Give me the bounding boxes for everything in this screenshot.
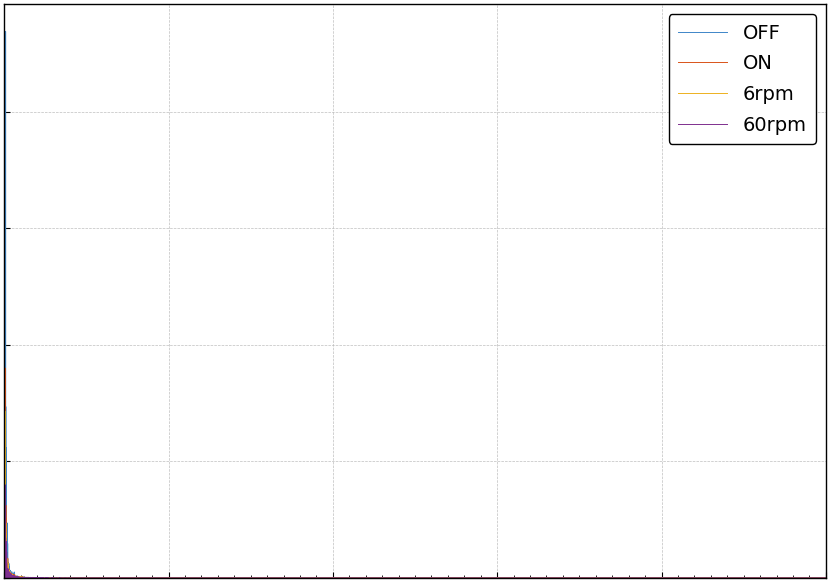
6rpm [821,574,830,581]
6rpm [67,574,77,581]
6rpm [56,574,66,581]
Line: ON: ON [5,368,826,578]
60rpm [106,574,116,581]
OFF [685,574,695,581]
OFF [56,574,66,581]
6rpm [685,574,695,581]
ON [701,574,711,581]
60rpm [769,574,779,581]
OFF [701,574,711,581]
6rpm [18,574,28,581]
Legend: OFF, ON, 6rpm, 60rpm: OFF, ON, 6rpm, 60rpm [668,14,816,144]
ON [18,574,28,581]
60rpm [56,574,66,581]
6rpm [0,408,10,415]
60rpm [67,574,77,581]
OFF [67,574,77,581]
6rpm [0,546,10,553]
6rpm [106,574,116,581]
ON [685,574,695,581]
6rpm [701,574,711,581]
60rpm [0,481,10,488]
Line: 60rpm: 60rpm [5,485,826,578]
6rpm [496,574,505,581]
OFF [106,574,116,581]
Line: 6rpm: 6rpm [5,411,826,578]
60rpm [0,566,10,573]
OFF [821,574,830,581]
60rpm [701,574,711,581]
60rpm [821,574,830,581]
ON [0,364,10,371]
60rpm [18,574,28,581]
OFF [18,574,28,581]
ON [106,574,116,581]
60rpm [685,574,695,581]
Line: OFF: OFF [5,31,826,578]
OFF [1,28,11,35]
OFF [0,501,10,508]
ON [0,519,10,526]
OFF [696,574,706,581]
ON [821,574,830,581]
ON [56,574,66,581]
ON [236,574,246,581]
ON [67,574,77,581]
